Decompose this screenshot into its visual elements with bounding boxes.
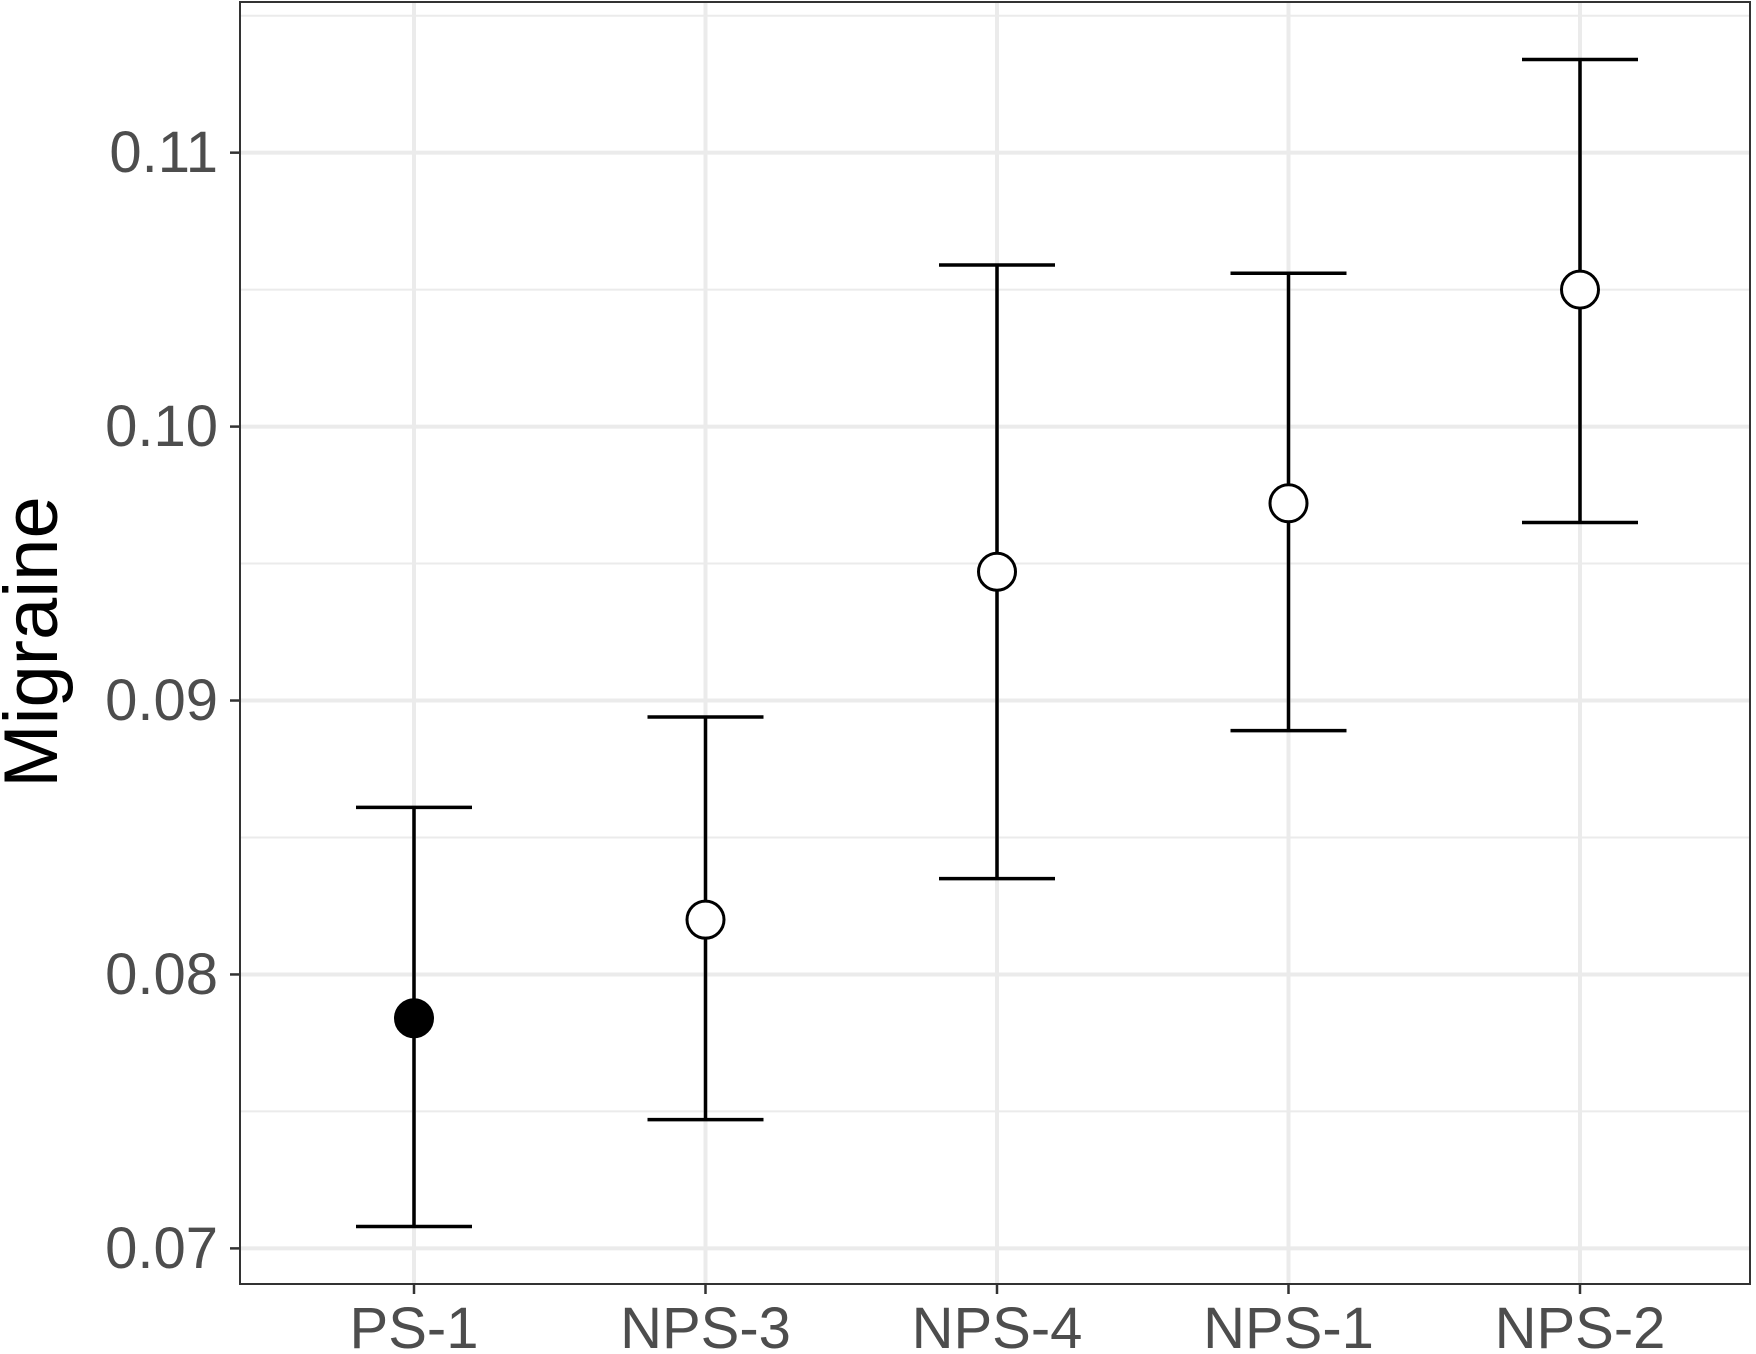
y-tick-labels: 0.07 0.08 0.09 0.10 0.11 [105,120,218,1281]
panel-border [239,1,1751,1285]
y-axis-title: Migraine [0,496,74,787]
point-open [1560,269,1600,310]
gridlines [240,2,1750,1284]
y-tick-label: 0.11 [109,120,218,185]
x-tick-label: NPS-3 [620,1296,791,1354]
x-tick-labels: PS-1 NPS-3 NPS-4 NPS-1 NPS-2 [350,1296,1666,1354]
point-open [1268,483,1309,524]
y-tick-label: 0.09 [105,668,218,733]
y-tick-label: 0.08 [105,942,218,1007]
data-marks [356,57,1638,1229]
point-open [977,551,1017,592]
x-tick-label: NPS-4 [912,1296,1083,1354]
axis-ticks [230,151,1582,1294]
point-filled [394,998,434,1039]
x-tick-label: NPS-1 [1203,1296,1374,1354]
x-tick-label: PS-1 [350,1296,479,1354]
y-tick-label: 0.10 [105,394,218,459]
point-open [685,899,726,940]
x-tick-label: NPS-2 [1495,1296,1666,1354]
y-tick-label: 0.07 [105,1216,218,1281]
